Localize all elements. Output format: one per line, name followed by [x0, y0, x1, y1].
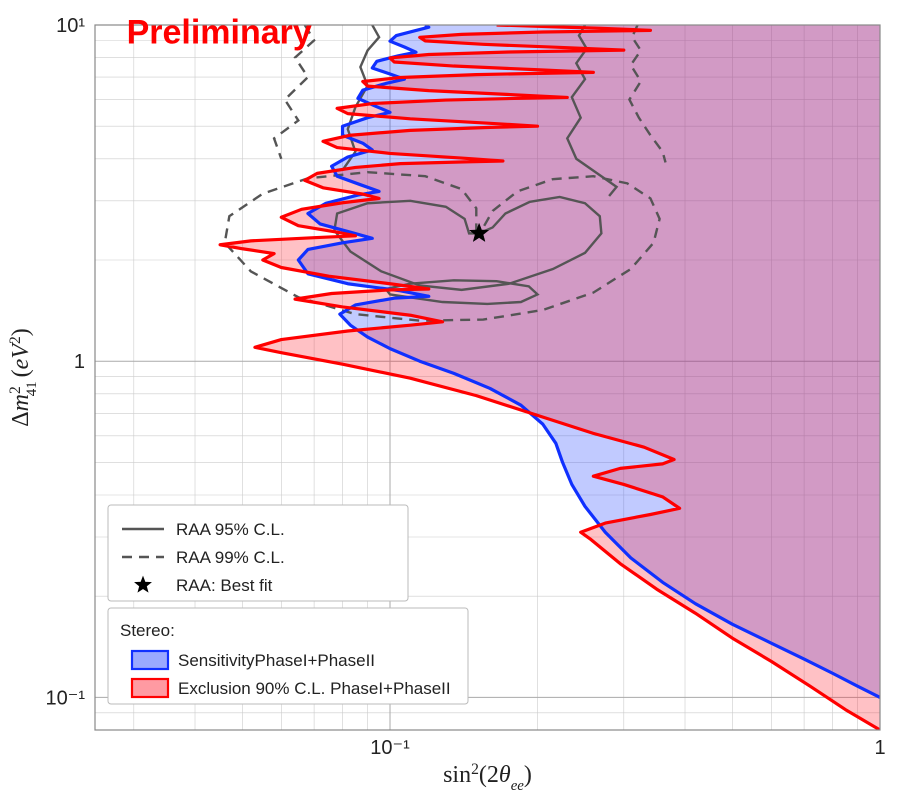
legend-swatch-icon — [132, 651, 168, 669]
legend-label: RAA 95% C.L. — [176, 520, 285, 539]
legend-header: Stereo: — [120, 621, 175, 640]
y-tick-label: 10⁻¹ — [46, 687, 86, 709]
preliminary-watermark: Preliminary — [127, 14, 312, 52]
x-tick-label: 1 — [874, 737, 885, 759]
legend-label: SensitivityPhaseI+PhaseII — [178, 651, 375, 670]
legend-label: RAA 99% C.L. — [176, 548, 285, 567]
legend-label: Exclusion 90% C.L. PhaseI+PhaseII — [178, 679, 451, 698]
x-tick-label: 10⁻¹ — [370, 737, 410, 759]
legend-label: RAA: Best fit — [176, 576, 273, 595]
y-axis-label: Δm241(eV2) — [7, 328, 41, 427]
x-axis-label: sin2(2θee) — [443, 761, 532, 795]
exclusion-plot: 10⁻¹ 1 10⁻¹ 1 10¹ sin2(2θee) Δm241(eV2) Prelimi… — [0, 0, 900, 800]
y-tick-label: 10¹ — [56, 15, 85, 37]
y-tick-label: 1 — [74, 351, 85, 373]
legend-swatch-icon — [132, 679, 168, 697]
